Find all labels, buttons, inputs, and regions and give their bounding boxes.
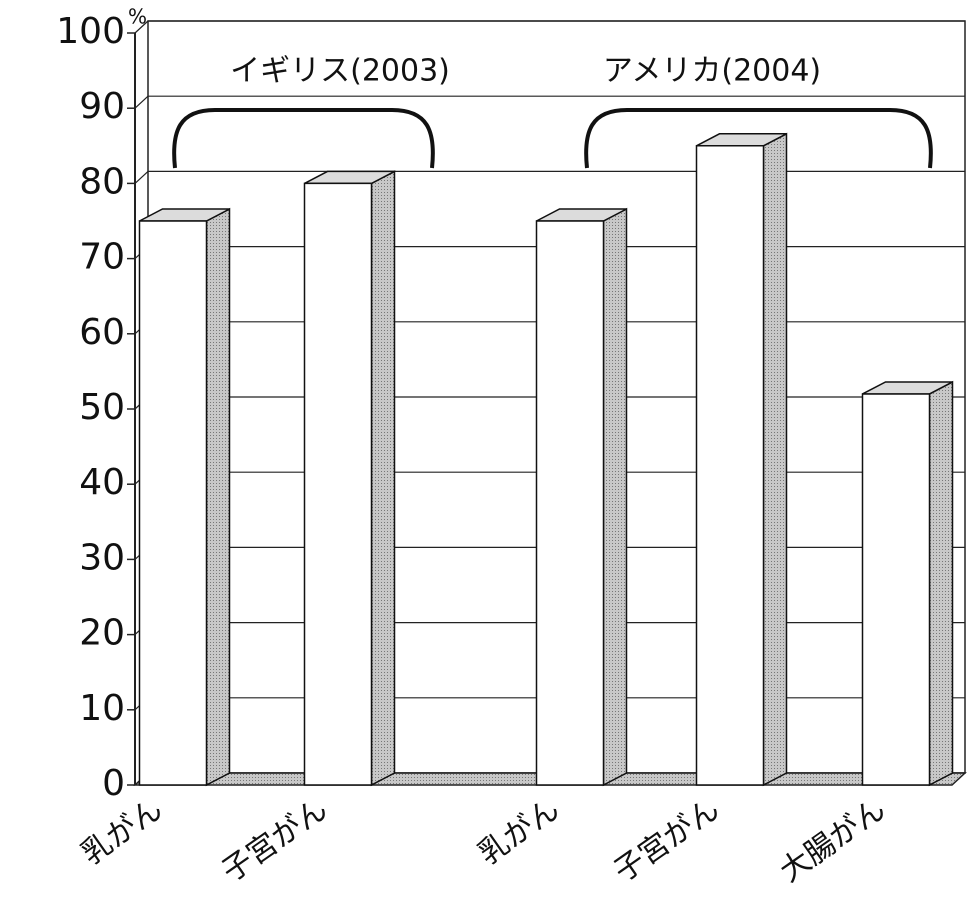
bar-front bbox=[695, 145, 765, 786]
x-tick-label: 乳がん bbox=[472, 792, 566, 872]
unit-label: % bbox=[128, 5, 147, 29]
y-tick-label: 50 bbox=[79, 387, 125, 428]
x-tick-label: 子宮がん bbox=[216, 792, 334, 889]
bar bbox=[695, 132, 788, 787]
x-tick-label: 大腸がん bbox=[774, 792, 892, 889]
x-tick-label: 子宮がん bbox=[608, 792, 726, 889]
bar-side bbox=[602, 207, 628, 787]
bar-front bbox=[535, 220, 605, 786]
grid-line bbox=[134, 170, 149, 184]
bar bbox=[138, 207, 231, 787]
y-tick-label: 70 bbox=[79, 237, 125, 278]
bar-side bbox=[762, 132, 788, 787]
group-brace bbox=[584, 108, 933, 169]
group-label: イギリス(2003) bbox=[230, 54, 450, 89]
bar-front bbox=[138, 220, 208, 786]
grid-line bbox=[134, 20, 149, 34]
annotation-bg bbox=[567, 50, 857, 94]
y-tick-label: 10 bbox=[79, 688, 125, 729]
bar-front bbox=[861, 393, 931, 786]
group-label: アメリカ(2004) bbox=[603, 54, 821, 89]
y-tick-label: 30 bbox=[79, 537, 125, 578]
y-tick-label: 90 bbox=[79, 86, 125, 127]
y-tick-label: 40 bbox=[79, 462, 125, 503]
annotation-bg bbox=[195, 50, 485, 94]
grid-line bbox=[134, 95, 149, 109]
group-brace bbox=[172, 108, 435, 169]
bar-side bbox=[205, 207, 231, 787]
y-tick-label: 60 bbox=[79, 312, 125, 353]
bar bbox=[303, 170, 396, 787]
bar bbox=[861, 380, 954, 787]
y-tick-label: 80 bbox=[79, 161, 125, 202]
bar-front bbox=[303, 182, 373, 786]
y-tick-label: 20 bbox=[79, 613, 125, 654]
y-tick-label: 100 bbox=[56, 11, 125, 52]
bar-side bbox=[370, 170, 396, 787]
bar-side bbox=[928, 380, 954, 787]
bar bbox=[535, 207, 628, 787]
y-tick-label: 0 bbox=[102, 763, 125, 804]
